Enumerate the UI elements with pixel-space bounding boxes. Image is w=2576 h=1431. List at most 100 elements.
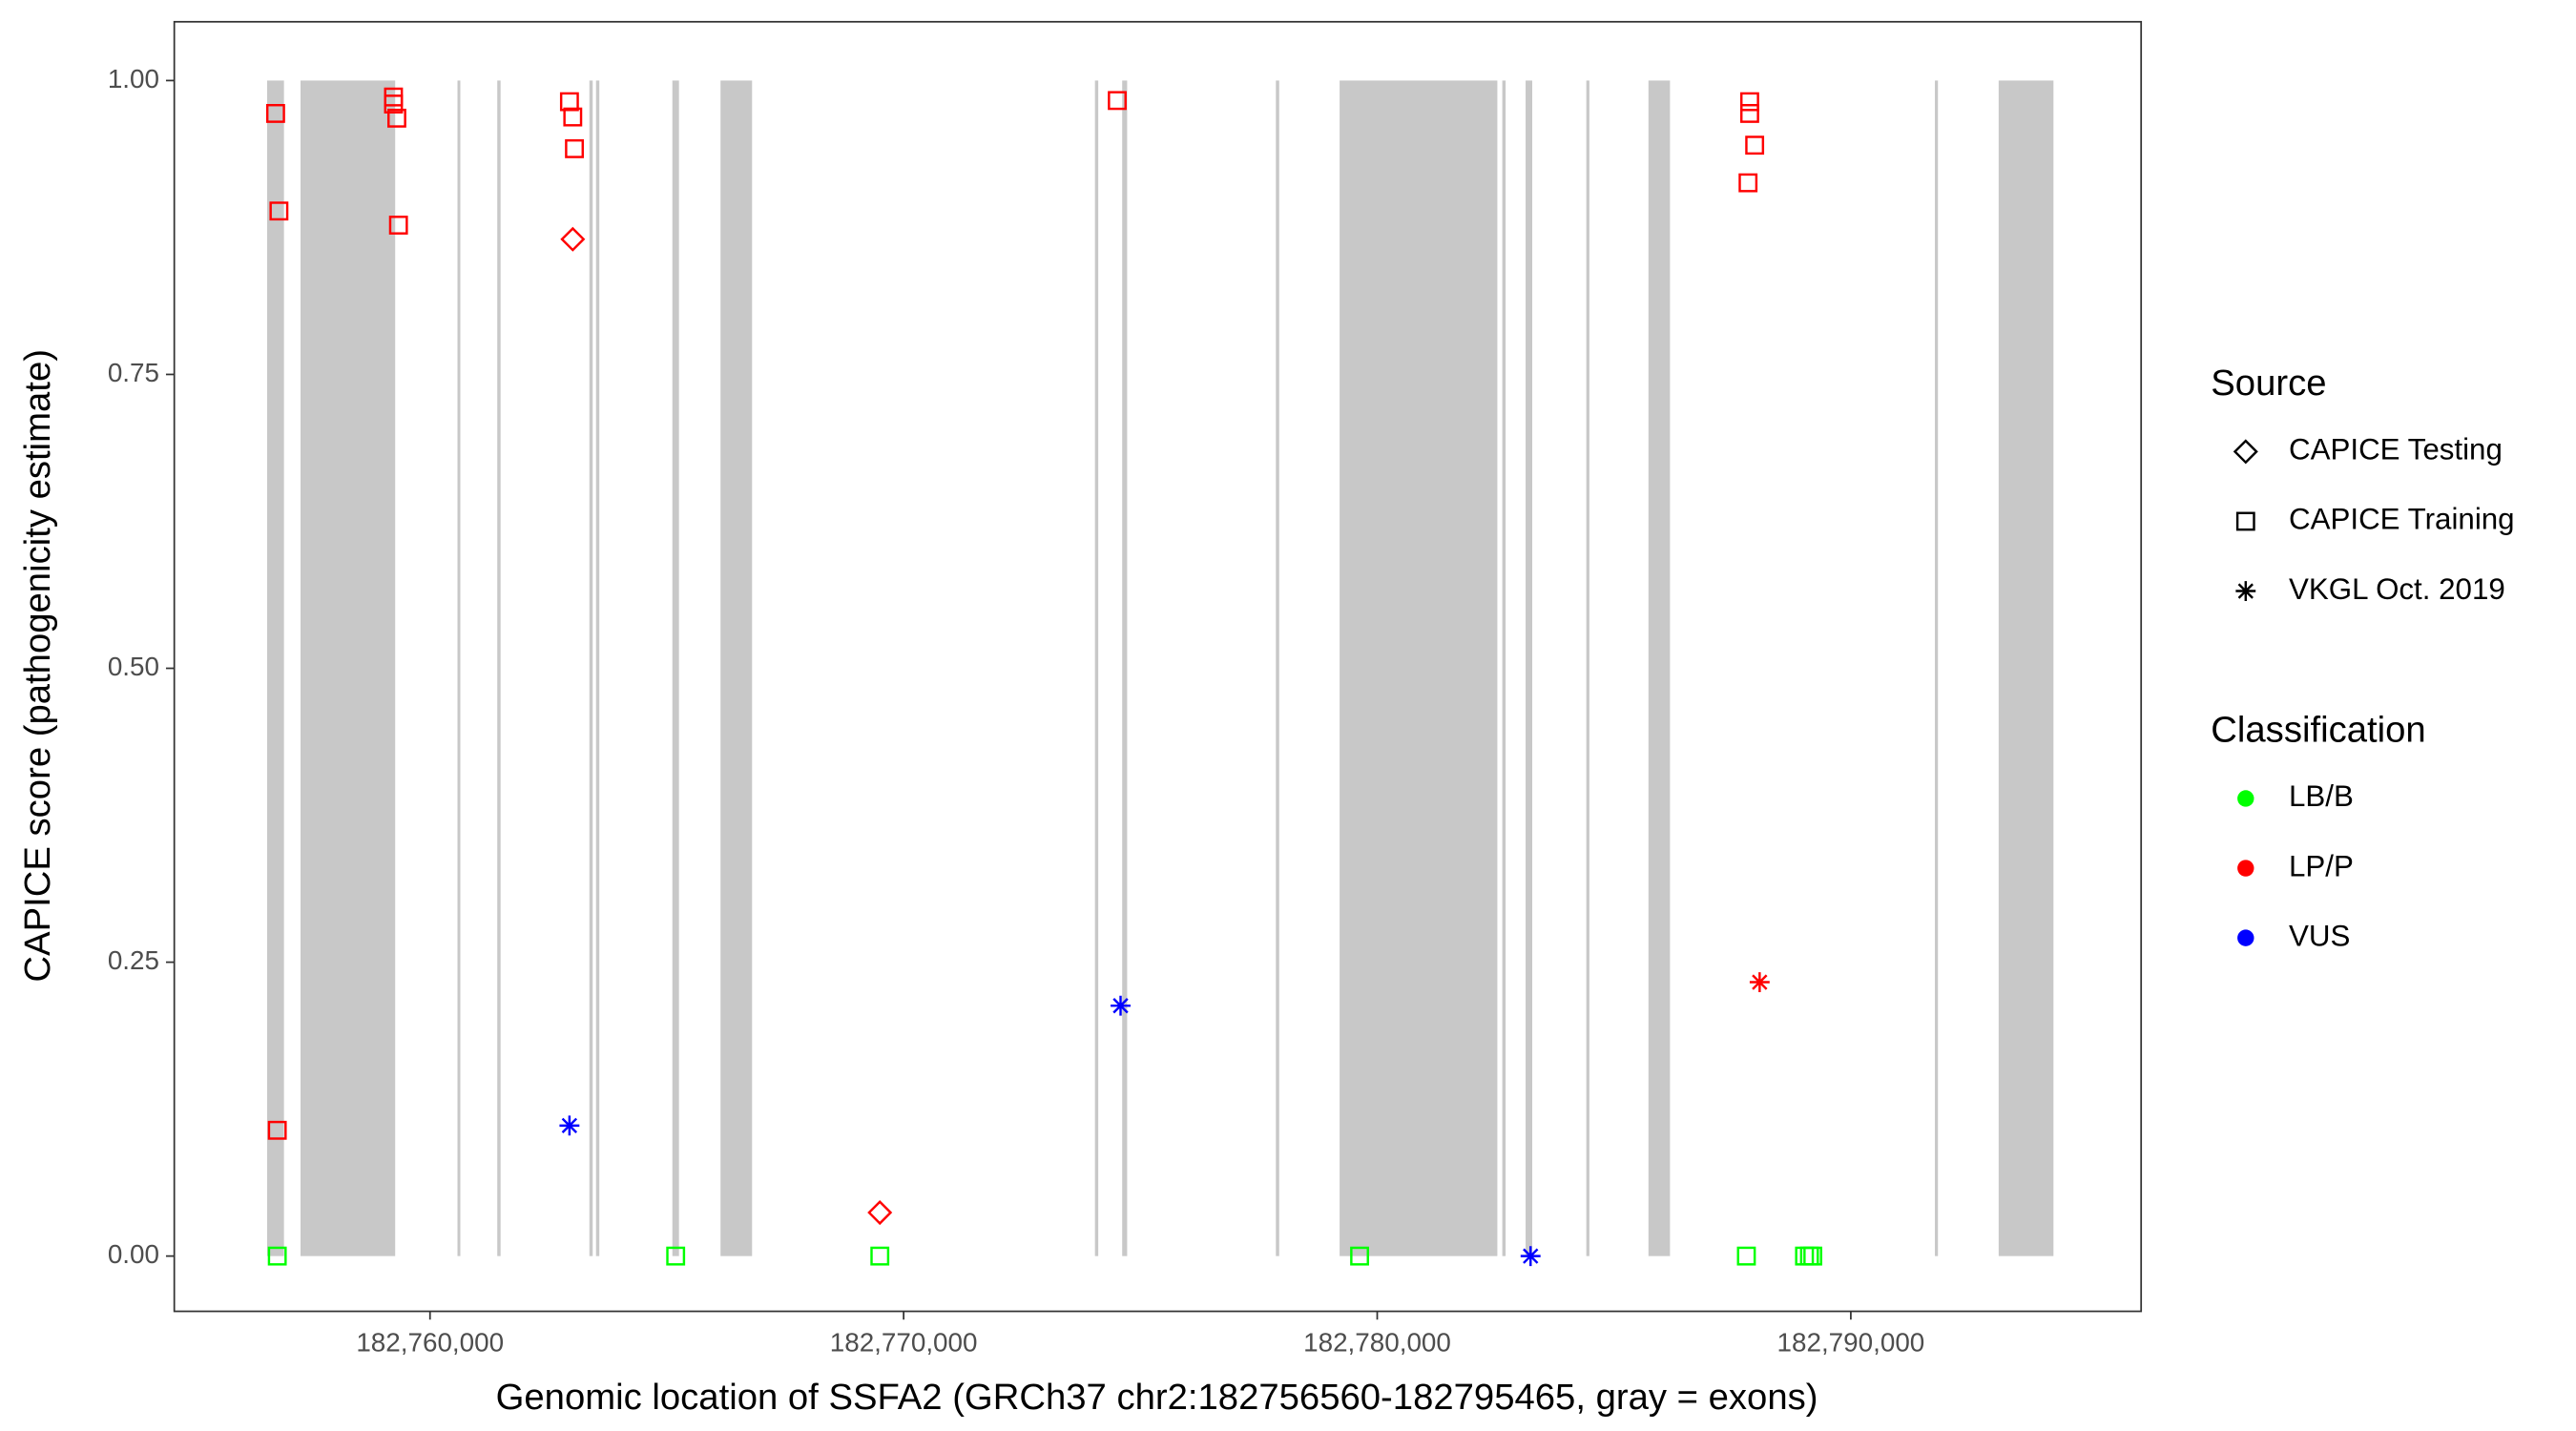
marker xyxy=(387,108,406,128)
marker xyxy=(1108,91,1127,111)
point xyxy=(1736,1246,1756,1266)
point xyxy=(867,1200,893,1226)
marker xyxy=(267,1246,287,1266)
plot-frame xyxy=(173,20,2143,1313)
legend-label: LB/B xyxy=(2289,779,2354,813)
point xyxy=(1745,135,1765,156)
exon xyxy=(1094,80,1099,1256)
point xyxy=(1749,972,1770,992)
exon xyxy=(497,80,501,1256)
legend-label: CAPICE Training xyxy=(2289,503,2515,536)
legend-key xyxy=(2237,929,2254,946)
marker xyxy=(867,1200,893,1226)
marker xyxy=(1738,173,1758,193)
marker xyxy=(2233,439,2258,465)
marker xyxy=(666,1246,686,1266)
exon xyxy=(301,80,396,1256)
x-axis-title: Genomic location of SSFA2 (GRCh37 chr2:1… xyxy=(496,1377,1818,1418)
exon xyxy=(720,80,753,1256)
point xyxy=(1108,91,1127,111)
y-axis-title: CAPICE score (pathogenicity estimate) xyxy=(17,349,58,983)
legend-title: Source xyxy=(2211,363,2326,404)
legend-key xyxy=(2237,860,2254,877)
exon xyxy=(595,80,600,1256)
point xyxy=(2235,581,2256,601)
marker xyxy=(1350,1246,1369,1266)
marker xyxy=(388,216,408,235)
y-tick-label: 0.00 xyxy=(108,1239,159,1269)
marker xyxy=(560,226,586,252)
point xyxy=(269,201,289,221)
legend-label: VKGL Oct. 2019 xyxy=(2289,572,2505,606)
exon xyxy=(457,80,461,1256)
point xyxy=(1738,173,1758,193)
point xyxy=(384,94,404,114)
marker xyxy=(269,201,289,221)
exon xyxy=(1276,80,1279,1256)
point xyxy=(560,226,586,252)
marker xyxy=(2235,511,2255,531)
legend-title: Classification xyxy=(2211,710,2425,751)
marker xyxy=(1520,1246,1541,1267)
exon xyxy=(1935,80,1939,1256)
point xyxy=(1111,995,1131,1016)
exon xyxy=(266,80,284,1256)
exon xyxy=(1648,80,1671,1256)
exon xyxy=(1340,80,1498,1256)
marker xyxy=(1803,1246,1822,1266)
x-tick-label: 182,790,000 xyxy=(1777,1328,1925,1358)
marker xyxy=(870,1246,890,1266)
marker xyxy=(1736,1246,1756,1266)
point xyxy=(1803,1246,1822,1266)
x-tick-label: 182,770,000 xyxy=(830,1328,978,1358)
point xyxy=(870,1246,890,1266)
marker xyxy=(2235,581,2256,601)
legend-label: LP/P xyxy=(2289,849,2354,882)
exon xyxy=(1586,80,1589,1256)
point xyxy=(388,216,408,235)
y-tick-label: 0.75 xyxy=(108,358,159,387)
point xyxy=(559,92,579,112)
marker xyxy=(1740,104,1759,123)
marker xyxy=(1740,92,1759,112)
point xyxy=(1740,104,1759,123)
legend-label: CAPICE Testing xyxy=(2289,433,2503,467)
point xyxy=(267,1120,287,1140)
point xyxy=(1350,1246,1369,1266)
exon xyxy=(1526,80,1532,1256)
point xyxy=(267,1246,287,1266)
point xyxy=(1740,92,1759,112)
x-tick-label: 182,780,000 xyxy=(1303,1328,1451,1358)
marker xyxy=(565,138,584,158)
marker xyxy=(1749,972,1770,992)
point xyxy=(563,107,583,127)
exon xyxy=(589,80,593,1256)
marker xyxy=(559,92,579,112)
marker xyxy=(265,104,285,123)
legend-key xyxy=(2237,790,2254,807)
x-tick-label: 182,760,000 xyxy=(356,1328,504,1358)
marker xyxy=(384,94,404,114)
y-tick-label: 0.25 xyxy=(108,945,159,975)
exon xyxy=(1502,80,1506,1256)
marker xyxy=(563,107,583,127)
y-tick-label: 1.00 xyxy=(108,64,159,93)
point xyxy=(666,1246,686,1266)
exon xyxy=(672,80,679,1256)
legend-label: VUS xyxy=(2289,919,2350,952)
marker xyxy=(1745,135,1765,156)
point xyxy=(387,108,406,128)
point xyxy=(2233,439,2258,465)
point xyxy=(265,104,285,123)
y-tick-label: 0.50 xyxy=(108,652,159,681)
exon xyxy=(1998,80,2054,1256)
marker xyxy=(267,1120,287,1140)
point xyxy=(559,1115,580,1136)
marker xyxy=(1111,995,1131,1016)
point xyxy=(1520,1246,1541,1267)
marker xyxy=(559,1115,580,1136)
exon xyxy=(1122,80,1128,1256)
point xyxy=(2235,511,2255,531)
